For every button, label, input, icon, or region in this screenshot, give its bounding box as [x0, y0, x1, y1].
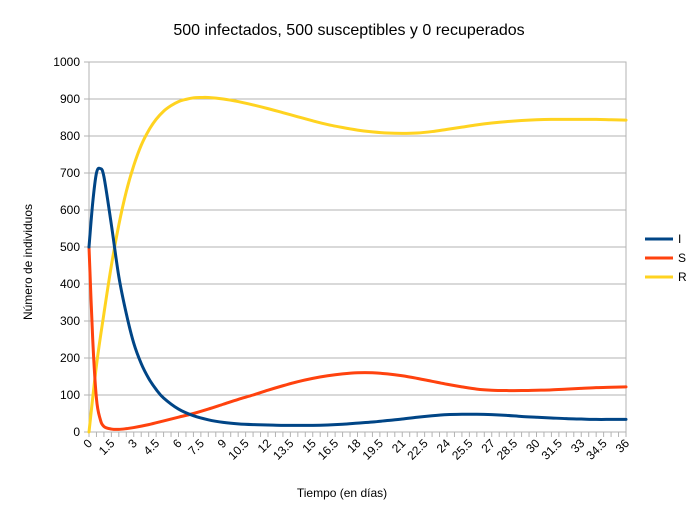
legend-label-R: R [678, 270, 687, 284]
series-line-I [87, 166, 628, 427]
y-tick-label: 800 [60, 129, 80, 143]
series-lines [87, 95, 628, 434]
x-tick-label: 34.5 [583, 436, 610, 463]
x-tick-label: 13.5 [270, 436, 297, 463]
x-tick-label: 4.5 [141, 436, 163, 458]
x-tick-label: 16.5 [315, 436, 342, 463]
y-tick-label: 0 [73, 425, 80, 439]
y-tick-label: 500 [60, 240, 80, 254]
y-tick-label: 300 [60, 314, 80, 328]
x-tick-label: 6 [170, 436, 185, 451]
x-tick-label: 22.5 [404, 436, 431, 463]
x-tick-label: 25.5 [449, 436, 476, 463]
x-tick-label: 1.5 [96, 436, 118, 458]
y-axis-ticks: 0 100 200 300 400 500 600 700 800 900 1000 [53, 55, 89, 439]
x-tick-label: 3 [125, 436, 140, 451]
y-tick-label: 200 [60, 351, 80, 365]
chart-title: 500 infectados, 500 susceptibles y 0 rec… [173, 22, 524, 39]
x-tick-label: 19.5 [360, 436, 387, 463]
legend: ISR [645, 232, 687, 284]
x-tick-label: 36 [613, 436, 633, 456]
x-tick-label: 31.5 [539, 436, 566, 463]
gridlines [89, 61, 626, 433]
y-tick-label: 100 [60, 388, 80, 402]
series-line-S [87, 245, 628, 431]
y-tick-label: 700 [60, 166, 80, 180]
y-tick-label: 600 [60, 203, 80, 217]
x-tick-label: 9 [215, 436, 230, 451]
x-axis-title: Tiempo (en días) [297, 486, 387, 500]
series-line-R [87, 95, 628, 434]
x-tick-label: 0 [80, 436, 95, 451]
y-tick-label: 1000 [53, 55, 80, 69]
y-axis-title: Número de individuos [21, 204, 35, 320]
x-tick-label: 10.5 [225, 436, 252, 463]
y-tick-label: 400 [60, 277, 80, 291]
x-tick-label: 7.5 [185, 436, 207, 458]
legend-label-I: I [678, 232, 681, 246]
x-tick-label: 28.5 [494, 436, 521, 463]
y-tick-label: 900 [60, 92, 80, 106]
legend-label-S: S [678, 251, 686, 265]
